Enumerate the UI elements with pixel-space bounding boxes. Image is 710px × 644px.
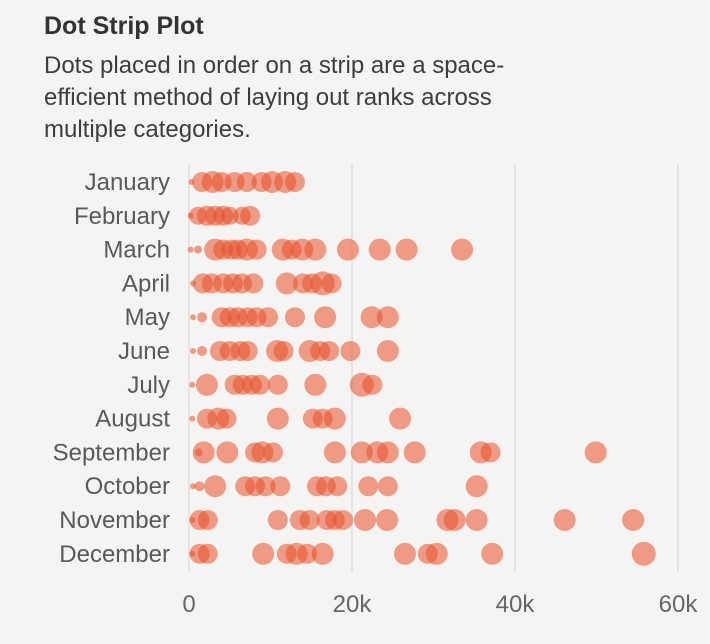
- dot-april: [275, 272, 298, 295]
- dot-april: [243, 273, 264, 294]
- dot-november: [465, 509, 488, 531]
- tick-label-0: 0: [182, 591, 195, 618]
- dot-may: [314, 306, 337, 329]
- dot-may: [190, 314, 197, 321]
- dot-march: [451, 238, 474, 261]
- dot-august: [189, 415, 196, 422]
- dot-april: [321, 273, 342, 294]
- dot-october: [358, 476, 379, 497]
- dot-may: [360, 306, 383, 329]
- chart-header: Dot Strip Plot Dots placed in order on a…: [44, 12, 664, 146]
- dot-may: [258, 307, 279, 328]
- dot-july: [362, 374, 383, 395]
- dot-november: [622, 509, 645, 531]
- dot-june: [376, 340, 399, 362]
- dot-may: [284, 307, 305, 328]
- dot-august: [323, 407, 346, 430]
- dot-june: [237, 341, 258, 361]
- month-label-september: September: [53, 439, 170, 466]
- dot-january: [236, 172, 257, 192]
- dot-december: [481, 542, 504, 565]
- month-label-april: April: [122, 270, 170, 297]
- dot-july: [304, 373, 327, 396]
- dot-september: [376, 441, 399, 464]
- dot-december: [311, 542, 334, 565]
- chart-subtitle-line-1: Dots placed in order on a strip are a sp…: [44, 52, 505, 79]
- dot-july: [195, 373, 218, 396]
- dot-october: [194, 481, 205, 492]
- chart-subtitle-line-2: efficient method of laying out ranks acr…: [44, 84, 492, 111]
- dot-february: [240, 205, 261, 226]
- dot-october: [270, 476, 291, 497]
- chart-subtitle-line-3: multiple categories.: [44, 116, 251, 143]
- dot-june: [190, 348, 197, 354]
- month-label-january: January: [85, 169, 170, 196]
- dot-march: [368, 238, 391, 261]
- dot-december: [252, 542, 275, 565]
- dot-october: [204, 475, 227, 498]
- dot-june: [340, 341, 361, 361]
- dot-june: [197, 346, 208, 356]
- dot-october: [465, 475, 488, 498]
- dot-october: [255, 476, 276, 497]
- month-label-march: March: [103, 237, 170, 264]
- dot-november: [443, 509, 466, 531]
- dot-december: [197, 543, 218, 564]
- dot-december: [631, 541, 656, 566]
- dot-august: [266, 407, 289, 430]
- chart-subtitle: Dots placed in order on a strip are a sp…: [44, 50, 664, 146]
- dot-october: [377, 476, 398, 497]
- dot-september: [216, 441, 239, 464]
- chart-title: Dot Strip Plot: [44, 12, 204, 40]
- dot-november: [197, 510, 218, 530]
- dot-november: [354, 509, 377, 531]
- dot-march: [193, 245, 202, 254]
- dot-august: [389, 407, 412, 430]
- dot-january: [284, 172, 305, 192]
- dot-june: [319, 341, 340, 361]
- month-label-august: August: [95, 406, 170, 433]
- dot-november: [553, 509, 576, 531]
- dot-march: [304, 238, 327, 261]
- month-label-october: October: [85, 473, 170, 500]
- dot-september: [403, 441, 426, 464]
- dot-march: [187, 246, 194, 253]
- month-label-june: June: [118, 338, 170, 365]
- tick-label-40k: 40k: [496, 591, 536, 618]
- dot-october: [190, 483, 197, 490]
- dot-may: [197, 312, 208, 323]
- month-label-february: February: [74, 203, 170, 230]
- dot-september: [584, 441, 607, 464]
- dot-march: [246, 239, 267, 260]
- dot-september: [323, 441, 346, 464]
- dot-july: [249, 374, 270, 395]
- dot-july: [267, 374, 288, 395]
- dot-september: [480, 442, 501, 463]
- dot-december: [297, 543, 318, 564]
- dot-november: [333, 510, 354, 530]
- month-label-november: November: [59, 507, 170, 534]
- dot-may: [376, 306, 399, 329]
- dot-march: [395, 238, 418, 261]
- dot-september: [192, 441, 215, 464]
- tick-label-20k: 20k: [333, 591, 373, 618]
- dot-july: [189, 381, 196, 388]
- dot-november: [267, 510, 288, 530]
- dot-december: [393, 542, 416, 565]
- dot-october: [327, 476, 348, 497]
- dot-august: [216, 408, 237, 429]
- month-label-december: December: [59, 541, 170, 568]
- month-label-july: July: [127, 372, 170, 399]
- dot-june: [273, 341, 294, 361]
- dot-march: [336, 238, 359, 261]
- tick-label-60k: 60k: [659, 591, 699, 618]
- dot-december: [425, 542, 448, 565]
- dot-september: [262, 442, 283, 463]
- dot-november: [376, 509, 399, 531]
- month-label-may: May: [125, 304, 170, 331]
- dot-september: [350, 441, 373, 464]
- dot-november: [299, 510, 320, 530]
